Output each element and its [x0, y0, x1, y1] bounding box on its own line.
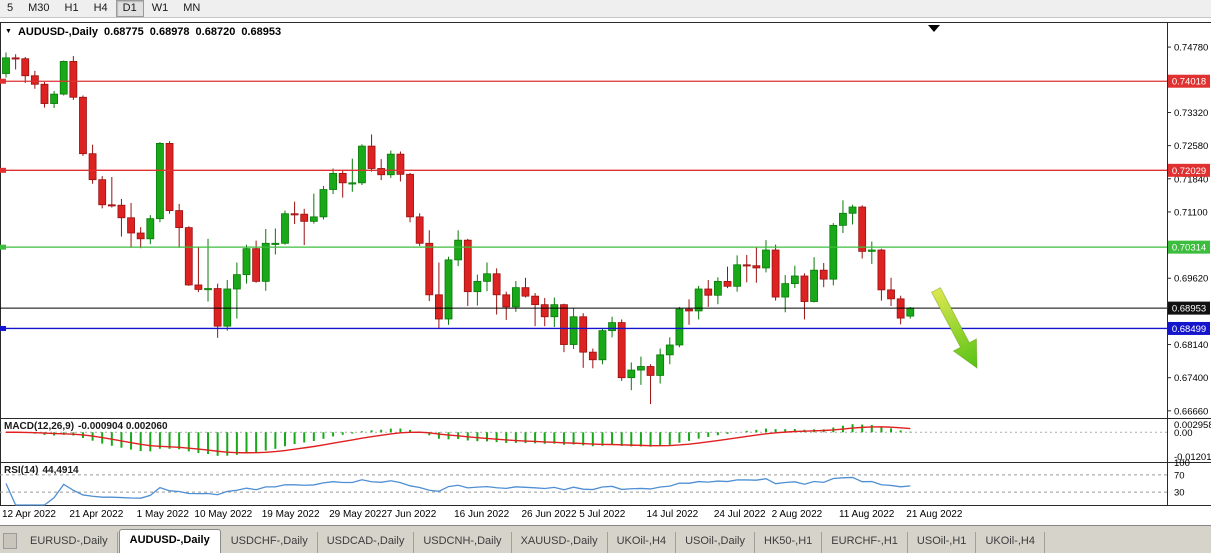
- svg-text:0.68499: 0.68499: [1172, 324, 1206, 335]
- price-badge-0.74018: 0.74018: [1168, 74, 1210, 88]
- timeframe-toolbar: 5 M30 H1 H4 D1 W1 MN: [0, 0, 1211, 18]
- chart-tab-1[interactable]: AUDUSD-,Daily: [118, 529, 221, 553]
- chart-tab-5[interactable]: XAUUSD-,Daily: [512, 532, 608, 553]
- down-arrow-annotation[interactable]: [930, 287, 978, 369]
- price-chart-canvas: 0.74780 0.73320 0.72580 0.71840 0.71100 0.696…: [0, 22, 1211, 520]
- svg-text:30: 30: [1174, 488, 1185, 499]
- svg-text:0.71840: 0.71840: [1174, 174, 1208, 185]
- svg-text:0.69620: 0.69620: [1174, 274, 1208, 285]
- chart-tab-0[interactable]: EURUSD-,Daily: [21, 532, 118, 553]
- svg-text:2 Aug 2022: 2 Aug 2022: [772, 509, 823, 520]
- svg-text:70: 70: [1174, 470, 1185, 481]
- svg-text:0.67400: 0.67400: [1174, 373, 1208, 384]
- macd-name: MACD(12,26,9): [4, 421, 75, 432]
- svg-text:12 Apr 2022: 12 Apr 2022: [2, 509, 56, 520]
- rsi-name: RSI(14): [4, 465, 39, 476]
- timeframe-button-h1[interactable]: H1: [64, 2, 79, 14]
- chart-tab-6[interactable]: UKOil-,H4: [608, 532, 677, 553]
- svg-text:0.72580: 0.72580: [1174, 141, 1208, 152]
- price-badge-0.72029: 0.72029: [1168, 163, 1210, 177]
- svg-text:0.70314: 0.70314: [1172, 243, 1206, 254]
- svg-text:24 Jul 2022: 24 Jul 2022: [714, 509, 766, 520]
- chart-tab-10[interactable]: USOil-,H1: [908, 532, 977, 553]
- chart-title-low: 0.68720: [195, 26, 236, 38]
- svg-text:0.00: 0.00: [1174, 428, 1193, 439]
- svg-text:0.73320: 0.73320: [1174, 108, 1208, 119]
- price-badge-0.70314: 0.70314: [1168, 240, 1210, 254]
- svg-text:14 Jul 2022: 14 Jul 2022: [647, 509, 699, 520]
- chart-tab-11[interactable]: UKOil-,H4: [976, 532, 1045, 553]
- current-price-badge: 0.68953: [1168, 301, 1210, 315]
- rsi-indicator-label: RSI(14) 44,4914: [4, 465, 79, 476]
- svg-text:29 May 2022: 29 May 2022: [329, 509, 387, 520]
- chart-tab-4[interactable]: USDCNH-,Daily: [414, 532, 512, 553]
- svg-text:26 Jun 2022: 26 Jun 2022: [521, 509, 576, 520]
- chart-tab-9[interactable]: EURCHF-,H1: [822, 532, 908, 553]
- svg-text:0.66660: 0.66660: [1174, 406, 1208, 417]
- svg-text:21 Aug 2022: 21 Aug 2022: [906, 509, 963, 520]
- symbol-dropdown-icon[interactable]: ▼: [5, 28, 12, 35]
- macd-indicator-label: MACD(12,26,9) -0.000904 0.002060: [4, 421, 168, 432]
- candlestick-series: [2, 52, 915, 405]
- chart-title-symbol: AUDUSD-,Daily: [17, 26, 99, 38]
- price-badge-0.68499: 0.68499: [1168, 321, 1210, 335]
- date-axis: 12 Apr 2022 21 Apr 2022 1 May 2022 10 May 2…: [2, 509, 963, 520]
- svg-text:5 Jul 2022: 5 Jul 2022: [579, 509, 626, 520]
- timeframe-button-mn[interactable]: MN: [183, 2, 201, 14]
- svg-text:0.68140: 0.68140: [1174, 340, 1208, 351]
- svg-text:10 May 2022: 10 May 2022: [194, 509, 252, 520]
- timeframe-button-h4[interactable]: H4: [93, 2, 108, 14]
- chart-region: 0.74780 0.73320 0.72580 0.71840 0.71100 0.696…: [0, 18, 1211, 525]
- svg-text:16 Jun 2022: 16 Jun 2022: [454, 509, 509, 520]
- svg-text:0.002958: 0.002958: [1174, 420, 1211, 431]
- svg-text:100: 100: [1174, 458, 1190, 469]
- hline-0.72029[interactable]: [0, 167, 1167, 173]
- chart-shift-marker-icon[interactable]: [928, 25, 940, 32]
- svg-text:0.72029: 0.72029: [1172, 166, 1206, 177]
- hline-0.70314[interactable]: [0, 244, 1167, 250]
- chart-tab-7[interactable]: USOil-,Daily: [676, 532, 755, 553]
- rsi-value: 44,4914: [42, 465, 79, 476]
- svg-text:11 Aug 2022: 11 Aug 2022: [839, 509, 895, 520]
- hline-0.68499[interactable]: [0, 325, 1167, 331]
- chart-tab-8[interactable]: HK50-,H1: [755, 532, 823, 553]
- svg-text:0.71100: 0.71100: [1174, 207, 1208, 218]
- price-axis: 0.74780 0.73320 0.72580 0.71840 0.71100 0.696…: [1167, 43, 1208, 417]
- svg-text:21 Apr 2022: 21 Apr 2022: [69, 509, 123, 520]
- svg-text:0.74780: 0.74780: [1174, 43, 1208, 54]
- svg-text:7 Jun 2022: 7 Jun 2022: [387, 509, 437, 520]
- hline-0.74018[interactable]: [0, 78, 1167, 84]
- svg-text:0.74018: 0.74018: [1172, 77, 1206, 88]
- chart-title-close: 0.68953: [241, 26, 282, 38]
- svg-text:19 May 2022: 19 May 2022: [262, 509, 320, 520]
- tab-strip-corner: [3, 533, 17, 549]
- timeframe-button-m30[interactable]: M30: [28, 2, 50, 14]
- chart-title-high: 0.68978: [149, 26, 190, 38]
- chart-title-open: 0.68775: [104, 26, 144, 38]
- chart-tab-3[interactable]: USDCAD-,Daily: [318, 532, 415, 553]
- macd-values: -0.000904 0.002060: [78, 421, 168, 432]
- chart-title: ▼ AUDUSD-,Daily 0.68775 0.68978 0.68720 …: [5, 26, 281, 38]
- svg-text:0.68953: 0.68953: [1172, 304, 1206, 315]
- chart-tabs-bar: EURUSD-,Daily AUDUSD-,Daily USDCHF-,Daily U…: [0, 525, 1211, 553]
- svg-text:1 May 2022: 1 May 2022: [137, 509, 190, 520]
- chart-tab-2[interactable]: USDCHF-,Daily: [222, 532, 318, 553]
- timeframe-button-d1[interactable]: D1: [115, 0, 144, 17]
- timeframe-button-w1[interactable]: W1: [151, 2, 169, 14]
- svg-text:-0.012015: -0.012015: [1174, 452, 1211, 463]
- timeframe-button-5[interactable]: 5: [7, 2, 14, 14]
- panel-borders: [0, 22, 1211, 506]
